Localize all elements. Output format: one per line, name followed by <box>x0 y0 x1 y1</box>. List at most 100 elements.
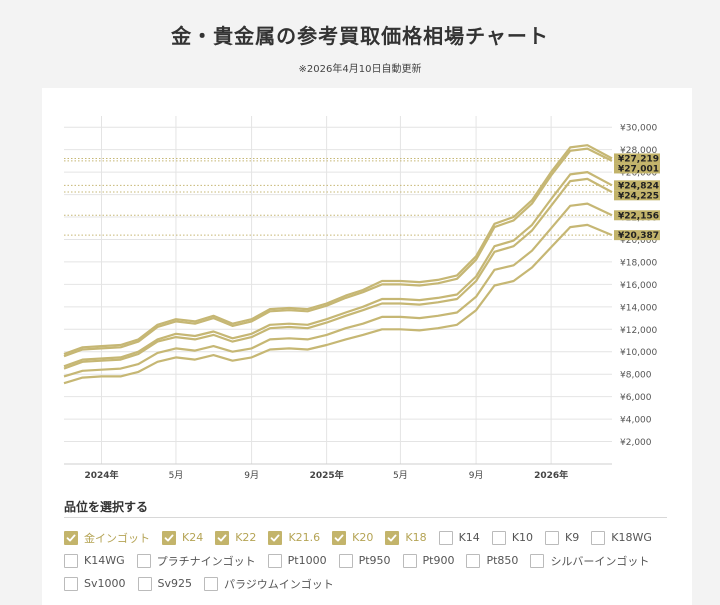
grade-label: Pt900 <box>422 554 455 567</box>
grade-option[interactable]: Pt900 <box>402 553 455 568</box>
checkbox-icon[interactable] <box>136 553 151 568</box>
y-tick-label: ¥20,000 <box>620 236 657 246</box>
x-tick-label: 9月 <box>469 470 484 481</box>
end-value-label: ¥24,225 <box>618 191 659 201</box>
grade-option[interactable]: プラチナインゴット <box>136 553 256 569</box>
grade-option[interactable]: K18WG <box>591 530 652 545</box>
grade-selector: 金インゴット K24 K22 K21.6 K20 K18 K14 K10 K9 K18WG K14W… <box>64 526 674 595</box>
grade-row: K14WG プラチナインゴット Pt1000 Pt950 Pt900 Pt850 シルバーイ… <box>64 549 674 572</box>
series-line-6 <box>63 223 613 385</box>
end-value-badge <box>614 210 660 221</box>
checkbox-icon[interactable] <box>268 530 283 545</box>
checkbox-icon[interactable] <box>591 530 606 545</box>
y-tick-label: ¥26,000 <box>620 169 657 179</box>
y-tick-label: ¥14,000 <box>620 303 657 313</box>
checkbox-icon[interactable] <box>64 553 78 568</box>
end-value-label: ¥27,219 <box>618 154 659 164</box>
grade-option[interactable]: K22 <box>215 530 257 545</box>
grade-option[interactable]: K20 <box>332 530 374 545</box>
grade-option[interactable]: K9 <box>545 530 580 545</box>
grade-option[interactable]: K18 <box>385 530 427 545</box>
grade-label: K24 <box>182 531 204 544</box>
y-tick-label: ¥16,000 <box>620 281 657 291</box>
grade-label: プラチナインゴット <box>156 554 256 568</box>
checkbox-icon[interactable] <box>466 553 481 568</box>
checkbox-icon[interactable] <box>530 553 545 568</box>
checkbox-icon[interactable] <box>64 530 78 545</box>
series-line-1 <box>63 144 613 356</box>
grade-option[interactable]: K10 <box>491 530 534 545</box>
grade-option[interactable]: Pt850 <box>466 553 519 568</box>
grade-label: K14 <box>458 531 480 544</box>
end-value-label: ¥20,387 <box>618 231 659 241</box>
page-title: 金・貴金属の参考買取価格相場チャート <box>171 24 549 48</box>
grade-option[interactable]: Sv925 <box>137 576 193 591</box>
x-tick-label: 2025年 <box>310 469 344 481</box>
checkbox-icon[interactable] <box>338 553 353 568</box>
end-value-label: ¥27,001 <box>618 164 659 174</box>
end-value-label: ¥22,156 <box>618 211 659 221</box>
y-tick-label: ¥8,000 <box>620 371 652 381</box>
grade-label: K18 <box>405 531 427 544</box>
grade-label: K9 <box>565 531 580 544</box>
grade-divider <box>64 517 667 518</box>
grade-label: Pt950 <box>358 554 391 567</box>
grade-option[interactable]: Sv1000 <box>64 576 126 591</box>
end-value-badge <box>614 163 660 174</box>
checkbox-icon[interactable] <box>491 530 506 545</box>
x-tick-label: 5月 <box>169 470 184 481</box>
y-tick-label: ¥10,000 <box>620 348 657 358</box>
grade-label: Sv1000 <box>84 577 126 590</box>
y-tick-label: ¥28,000 <box>620 146 657 156</box>
grade-option[interactable]: Pt950 <box>338 553 391 568</box>
checkbox-icon[interactable] <box>402 553 417 568</box>
end-value-badge <box>614 153 660 164</box>
checkbox-icon[interactable] <box>267 553 282 568</box>
x-tick-label: 9月 <box>244 470 259 481</box>
grade-label: パラジウムインゴット <box>224 577 334 591</box>
checkbox-icon[interactable] <box>438 530 453 545</box>
grade-label: Sv925 <box>157 577 193 590</box>
checkbox-icon[interactable] <box>545 530 560 545</box>
grade-label: Pt850 <box>486 554 519 567</box>
end-value-badge <box>614 190 660 201</box>
checkbox-icon[interactable] <box>64 576 78 591</box>
y-tick-label: ¥2,000 <box>620 438 652 448</box>
series-line-3 <box>63 170 613 368</box>
grade-option[interactable]: K24 <box>162 530 204 545</box>
checkbox-icon[interactable] <box>137 576 152 591</box>
end-value-badge <box>614 230 660 241</box>
checkbox-icon[interactable] <box>385 530 400 545</box>
grade-row: 金インゴット K24 K22 K21.6 K20 K18 K14 K10 K9 K18WG <box>64 526 674 549</box>
grade-label: K14WG <box>84 554 125 567</box>
grade-option[interactable]: パラジウムインゴット <box>204 576 334 592</box>
checkbox-icon[interactable] <box>215 530 230 545</box>
grade-label: シルバーインゴット <box>550 554 650 568</box>
grade-option[interactable]: K21.6 <box>268 530 320 545</box>
grade-option[interactable]: 金インゴット <box>64 530 150 546</box>
end-value-label: ¥24,824 <box>618 181 659 191</box>
y-tick-label: ¥30,000 <box>620 124 657 134</box>
y-tick-label: ¥18,000 <box>620 258 657 268</box>
x-tick-label: 2026年 <box>534 469 568 481</box>
x-tick-label: 2024年 <box>84 469 118 481</box>
grade-row: Sv1000 Sv925 パラジウムインゴット <box>64 572 674 595</box>
end-value-badge <box>614 180 660 191</box>
grade-label: K10 <box>511 531 534 544</box>
grade-option[interactable]: シルバーインゴット <box>530 553 649 569</box>
grade-label: K22 <box>235 531 257 544</box>
price-chart: ¥2,000 ¥4,000 ¥6,000 ¥8,000 ¥10,000 ¥12,000 ¥1… <box>63 116 660 481</box>
series-line-4 <box>63 177 613 370</box>
x-tick-label: 5月 <box>393 470 408 481</box>
grade-option[interactable]: K14WG <box>64 553 125 568</box>
grade-option[interactable]: Pt1000 <box>267 553 327 568</box>
update-note: ※2026年4月10日自動更新 <box>298 64 422 75</box>
grade-label: K20 <box>352 531 374 544</box>
grade-heading: 品位を選択する <box>64 500 149 514</box>
grade-label: Pt1000 <box>287 554 327 567</box>
checkbox-icon[interactable] <box>332 530 347 545</box>
checkbox-icon[interactable] <box>162 530 176 545</box>
checkbox-icon[interactable] <box>204 576 218 591</box>
grade-option[interactable]: K14 <box>438 530 480 545</box>
series-line-5 <box>63 202 613 378</box>
